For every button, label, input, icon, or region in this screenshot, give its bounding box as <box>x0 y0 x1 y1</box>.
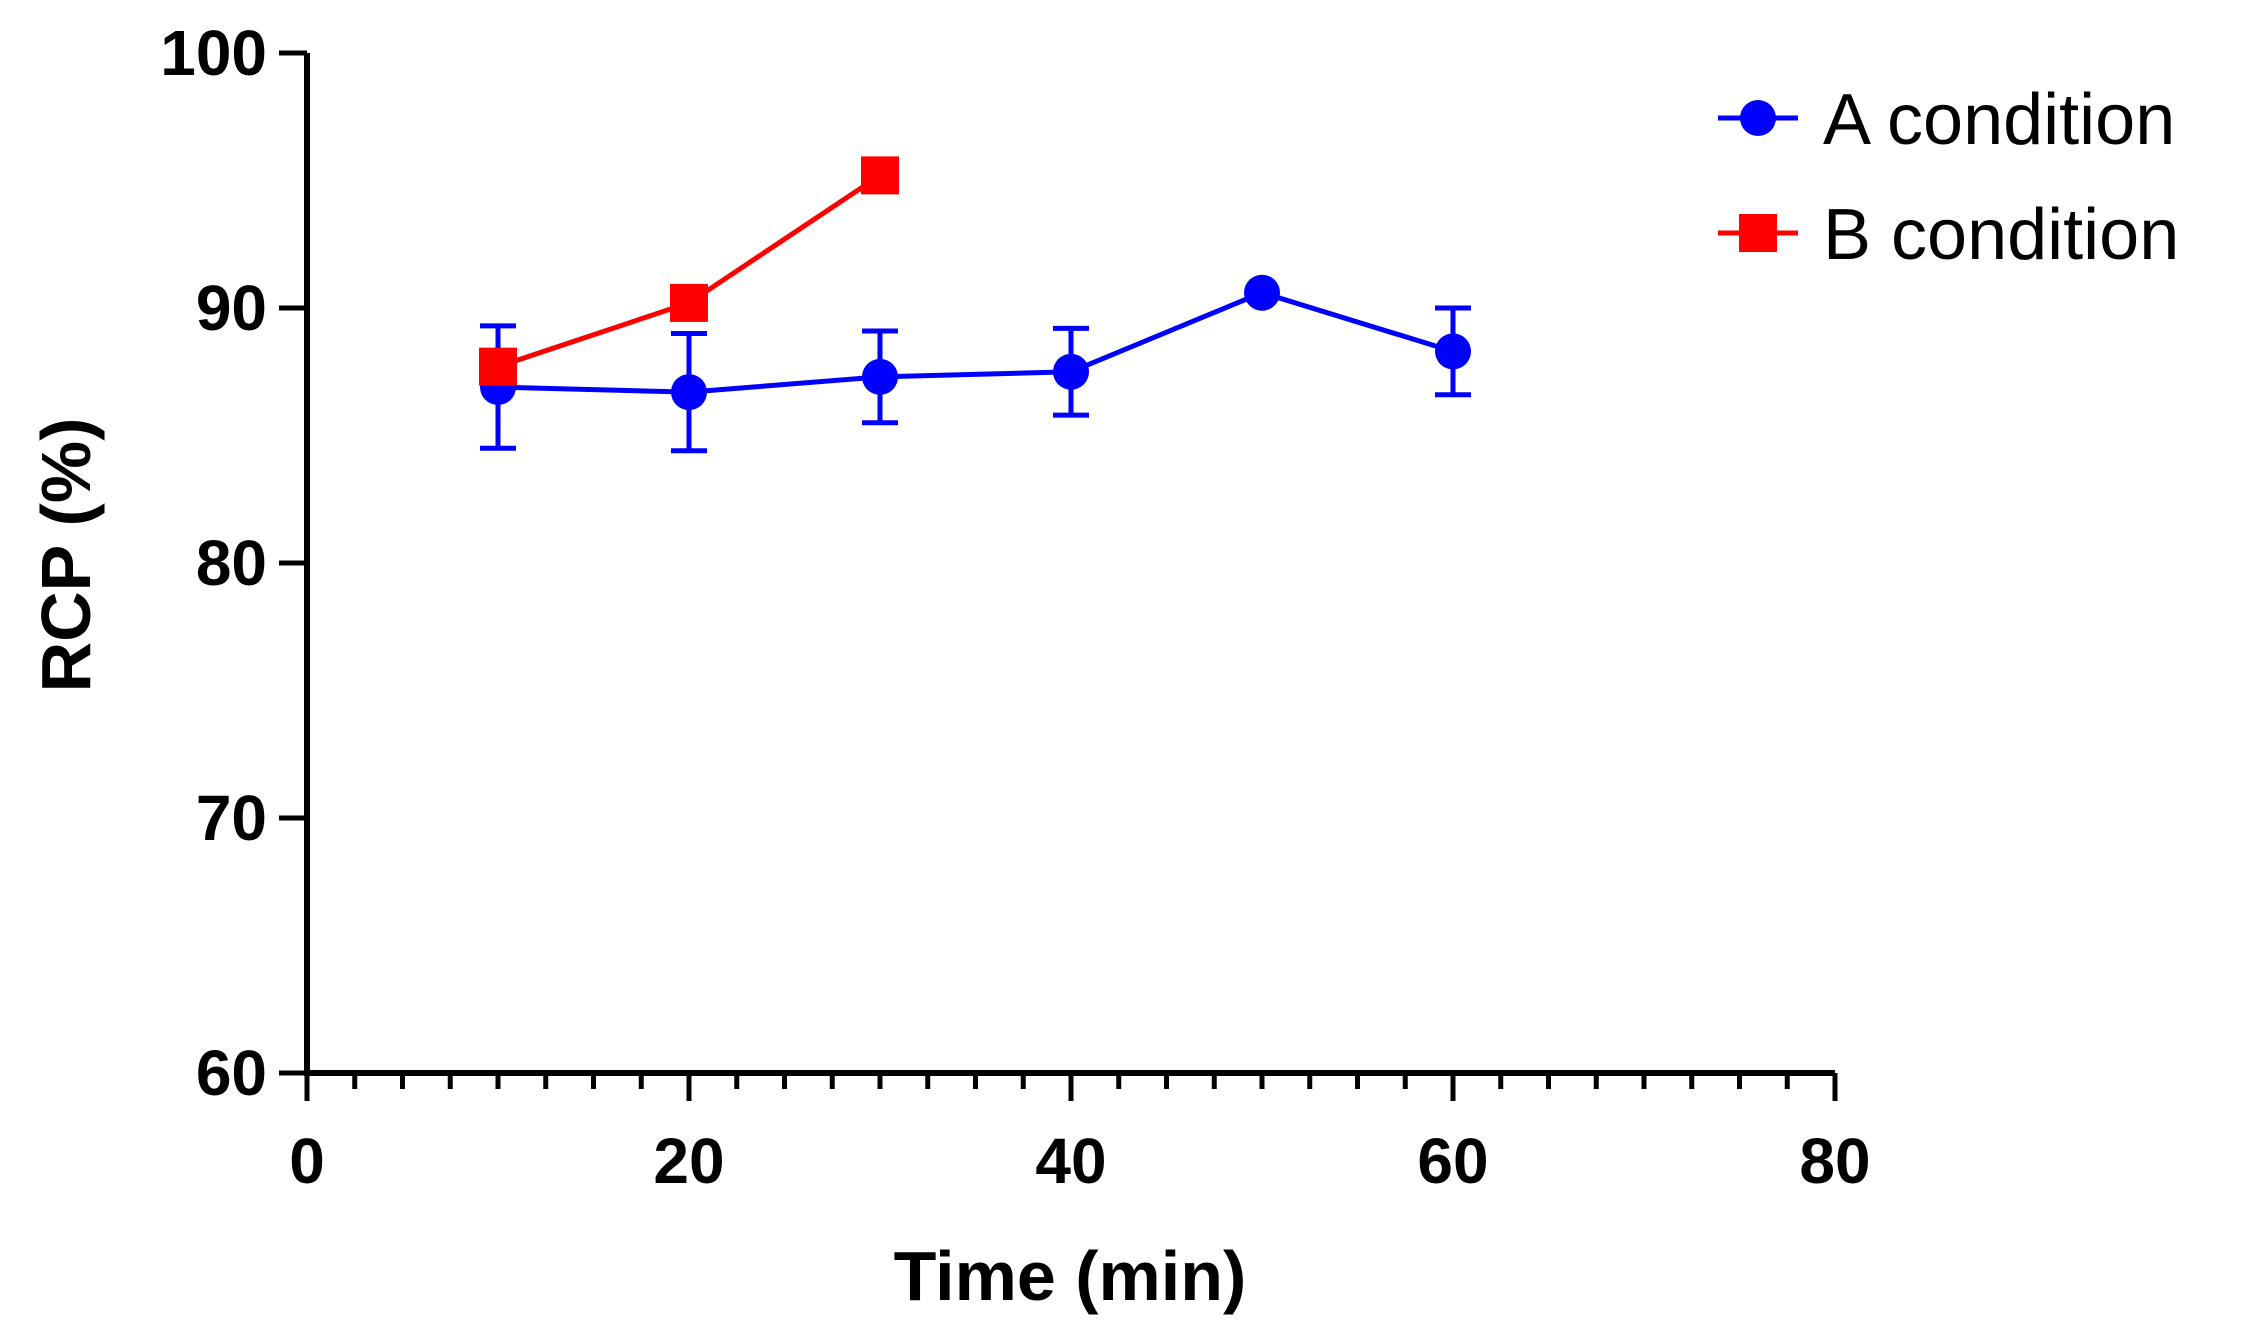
y-axis-title: RCP (%) <box>27 418 105 693</box>
x-tick-label: 20 <box>653 1125 724 1197</box>
data-point <box>1053 353 1089 390</box>
data-point <box>861 156 899 195</box>
y-tick-label: 90 <box>196 272 267 344</box>
y-tick-label: 80 <box>196 527 267 599</box>
x-tick-label: 80 <box>1799 1125 1870 1197</box>
x-tick-label: 60 <box>1417 1125 1488 1197</box>
data-point <box>862 358 898 395</box>
y-tick-label: 70 <box>196 782 267 854</box>
legend-marker <box>1739 214 1777 252</box>
data-point <box>670 283 708 322</box>
legend-item: B condition <box>1718 195 2179 275</box>
legend-label: A condition <box>1823 80 2175 160</box>
series-2 <box>479 156 899 386</box>
data-point <box>479 347 517 386</box>
axes: 60 70 80 90 100 0 20 40 60 80 <box>160 17 1870 1197</box>
series-1 <box>480 274 1471 454</box>
series-line <box>497 290 1454 395</box>
y-tick-label: 100 <box>160 17 267 89</box>
legend: A condition B condition <box>1718 80 2179 275</box>
legend-label: B condition <box>1823 195 2179 275</box>
legend-item: A condition <box>1718 80 2175 160</box>
x-tick-label: 0 <box>289 1125 325 1197</box>
data-point <box>1435 333 1471 370</box>
data-point <box>1244 274 1280 311</box>
series-layer <box>479 156 1471 454</box>
legend-marker <box>1740 100 1776 136</box>
data-point <box>671 374 707 411</box>
x-axis-title: Time (min) <box>894 1237 1247 1315</box>
y-tick-label: 60 <box>196 1037 267 1109</box>
x-tick-label: 40 <box>1035 1125 1106 1197</box>
